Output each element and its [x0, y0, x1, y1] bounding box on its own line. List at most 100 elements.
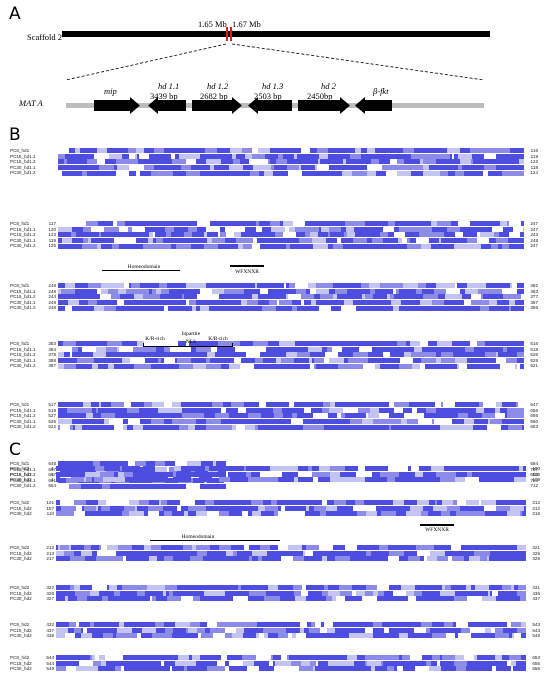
conservation-shade: [332, 347, 342, 352]
gene-hd11-arrow: [148, 97, 186, 114]
conservation-shade: [350, 243, 364, 249]
conservation-shade: [522, 511, 524, 517]
conservation-shade: [275, 232, 283, 238]
conservation-shade: [379, 550, 389, 556]
seq-name: PC15_hd2: [10, 505, 32, 511]
conservation-shade: [188, 627, 197, 633]
conservation-shade: [307, 341, 321, 347]
conservation-shade: [517, 283, 519, 289]
conservation-shade: [147, 424, 161, 430]
conservation-shade: [441, 413, 443, 419]
conservation-shade: [358, 226, 369, 232]
conservation-shade: [487, 288, 502, 294]
conservation-shade: [428, 590, 432, 596]
conservation-shade: [256, 500, 263, 506]
conservation-shade: [232, 424, 236, 430]
conservation-shade: [498, 352, 502, 358]
conservation-shade: [426, 627, 430, 633]
conservation-shade: [76, 461, 80, 467]
conservation-shade: [487, 556, 489, 562]
conservation-shade: [271, 294, 286, 300]
conservation-shade: [237, 550, 252, 556]
conservation-shade: [341, 238, 353, 244]
conservation-shade: [151, 363, 162, 369]
conservation-shade: [333, 159, 343, 165]
end-position: 100: [532, 466, 540, 471]
conservation-shade: [85, 511, 92, 517]
conservation-shade: [268, 159, 270, 165]
conservation-shade: [172, 633, 187, 639]
conservation-shade: [159, 511, 164, 517]
conservation-shade: [226, 596, 233, 602]
conservation-shade: [435, 346, 440, 352]
conservation-shade: [442, 500, 453, 506]
conservation-shade: [157, 556, 164, 562]
seq-name: PC15_hd2: [10, 627, 32, 633]
conservation-shade: [244, 294, 252, 300]
conservation-shade: [114, 590, 120, 596]
conservation-shade: [145, 483, 149, 489]
conservation-shade: [351, 627, 358, 633]
seq-name: PC30_hd1.1: [10, 299, 36, 305]
conservation-shade: [286, 294, 288, 300]
conservation-shade: [128, 413, 134, 419]
conservation-shade: [395, 221, 398, 227]
conservation-shade: [91, 545, 99, 551]
end-position: 647: [530, 402, 538, 407]
conservation-shade: [523, 466, 526, 472]
conservation-shade: [441, 352, 453, 358]
conservation-shade: [509, 419, 519, 425]
conservation-shade: [317, 633, 326, 639]
conservation-shade: [423, 477, 433, 483]
conservation-shade: [413, 500, 417, 506]
conservation-shade: [263, 477, 278, 483]
conservation-shade: [513, 238, 524, 244]
conservation-shade: [173, 471, 176, 477]
conservation-shade: [378, 590, 384, 596]
conservation-shade: [202, 666, 207, 672]
conservation-shade: [207, 238, 212, 244]
conservation-shade: [359, 622, 371, 628]
seq-names-block: PC8_hd1 PC15_hd1.1 PC15_hd1.2 PC30_hd1.1 PC3…: [10, 402, 36, 430]
conservation-shade: [212, 590, 225, 596]
conservation-shade: [58, 419, 72, 425]
conservation-shade: [369, 300, 382, 306]
conservation-shade: [309, 419, 318, 425]
conservation-shade: [314, 358, 324, 364]
conservation-shade: [150, 655, 156, 661]
conservation-shade: [498, 243, 502, 249]
conservation-shade: [132, 227, 145, 232]
conservation-shade: [82, 347, 96, 352]
conservation-shade: [72, 346, 78, 352]
conservation-shade: [269, 472, 282, 477]
conservation-shade: [173, 627, 177, 633]
conservation-shade: [365, 660, 367, 666]
sequence-row: [58, 419, 524, 425]
conservation-shade: [236, 622, 248, 628]
conservation-shade: [84, 305, 94, 311]
conservation-shade: [520, 596, 526, 602]
conservation-shade: [333, 283, 346, 289]
conservation-shade: [493, 159, 504, 165]
conservation-shade: [229, 170, 244, 176]
conservation-shade: [97, 148, 107, 154]
conservation-shade: [263, 358, 276, 364]
conservation-shade: [304, 226, 319, 232]
conservation-shade: [186, 159, 196, 164]
conservation-shade: [144, 148, 146, 154]
conservation-shade: [331, 419, 335, 425]
conservation-shade: [432, 363, 443, 369]
gene-hd2-label: hd 2: [321, 81, 336, 91]
conservation-shade: [62, 170, 67, 176]
conservation-shade: [177, 358, 188, 364]
conservation-shade: [455, 170, 460, 176]
conservation-shade: [271, 655, 273, 661]
conservation-shade: [116, 550, 128, 556]
conservation-shade: [172, 666, 178, 672]
start-position: 326: [46, 590, 54, 596]
conservation-shade: [354, 556, 357, 562]
conservation-shade: [169, 466, 177, 472]
conservation-shade: [100, 461, 111, 467]
conservation-shade: [427, 585, 429, 591]
conservation-shade: [458, 466, 467, 472]
